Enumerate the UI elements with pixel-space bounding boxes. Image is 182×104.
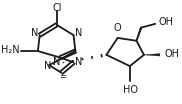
Text: Cl: Cl <box>53 3 62 13</box>
Text: N: N <box>75 57 82 67</box>
Text: N: N <box>75 28 82 38</box>
Text: O: O <box>114 23 121 33</box>
Text: HO: HO <box>123 85 138 95</box>
Text: OH: OH <box>165 49 180 59</box>
Text: =: = <box>59 72 66 81</box>
Text: H₂N: H₂N <box>1 45 20 55</box>
Polygon shape <box>144 54 160 56</box>
Polygon shape <box>136 27 142 41</box>
Text: N: N <box>43 61 51 71</box>
Text: N: N <box>31 28 39 38</box>
Text: N: N <box>53 57 60 67</box>
Text: OH: OH <box>158 17 173 27</box>
